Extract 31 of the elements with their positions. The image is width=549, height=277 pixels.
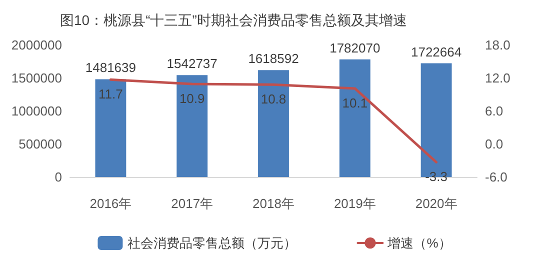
data-label: 1542737 [166, 56, 218, 72]
bar [339, 59, 370, 177]
y2-tick-label: 6.0 [485, 104, 504, 118]
bar [95, 79, 126, 177]
x-tick-label: 2020年 [415, 196, 458, 211]
data-label: 1782070 [330, 40, 380, 56]
x-tick-label: 2018年 [252, 196, 294, 211]
y2-tick-label: 18.0 [485, 38, 510, 52]
y-tick-label: 1000000 [11, 104, 62, 118]
data-label: 10.1 [342, 95, 368, 110]
data-label: 10.9 [179, 91, 205, 106]
legend-label: 社会消费品零售总额（万元） [128, 236, 297, 250]
data-label: 10.8 [260, 92, 286, 107]
data-label: 1618592 [248, 51, 299, 66]
y2-tick-label: 12.0 [485, 70, 510, 86]
chart-title: 图10：桃源县“十三五”时期社会消费品零售总额及其增速 [60, 12, 407, 28]
y2-tick-label: -6.0 [485, 170, 508, 184]
y-tick-label: 2000000 [11, 38, 62, 52]
x-tick-label: 2016年 [90, 196, 132, 211]
bar [258, 70, 289, 177]
x-tick-label: 2017年 [171, 196, 214, 211]
bar [176, 75, 208, 177]
y-tick-label: 500000 [18, 136, 62, 152]
legend-label: 增速（%） [386, 236, 452, 250]
data-label: 11.7 [98, 86, 123, 102]
data-label: 1722664 [410, 44, 462, 60]
data-label: 1481639 [85, 60, 136, 76]
y-tick-label: 1500000 [11, 70, 62, 86]
x-tick-label: 2019年 [334, 196, 376, 211]
y-tick-label: 0 [54, 170, 62, 184]
y2-tick-label: 0.0 [485, 136, 504, 152]
